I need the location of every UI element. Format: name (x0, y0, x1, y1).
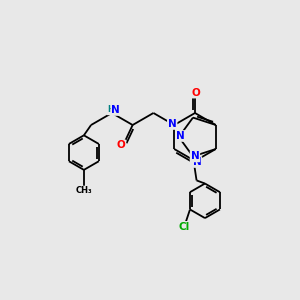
Text: CH₃: CH₃ (76, 186, 92, 195)
Text: N: N (190, 152, 199, 161)
Text: O: O (117, 140, 125, 150)
Text: N: N (193, 157, 201, 167)
Text: N: N (112, 105, 120, 115)
Text: Cl: Cl (178, 222, 190, 232)
Text: H: H (107, 106, 114, 115)
Text: N: N (176, 131, 185, 141)
Text: O: O (192, 88, 200, 98)
Text: N: N (168, 119, 177, 129)
